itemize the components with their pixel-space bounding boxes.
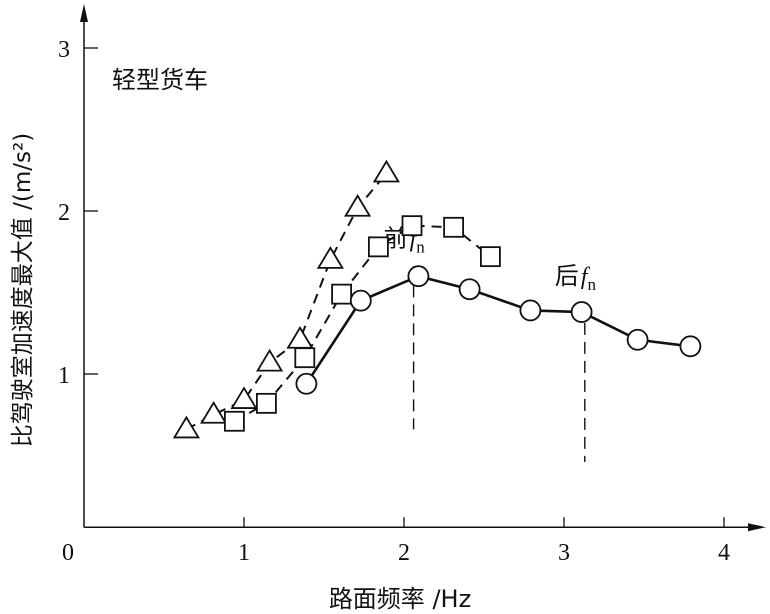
data-point-circle (349, 289, 372, 312)
x-axis-arrow (748, 523, 766, 532)
data-point-square (255, 392, 277, 414)
data-point-square (331, 283, 353, 305)
data-point-square (443, 216, 465, 238)
reference-label: 后fn (555, 262, 597, 294)
data-point-triangle (316, 246, 344, 269)
data-point-triangle (230, 386, 258, 409)
data-point-circle (295, 372, 318, 395)
data-point-square (367, 236, 389, 258)
x-tick-label: 4 (718, 540, 730, 566)
data-point-circle (519, 299, 542, 322)
y-tick-label: 2 (58, 200, 70, 226)
data-point-triangle (256, 348, 284, 372)
x-axis-label: 路面频率 /Hz (329, 585, 471, 613)
data-point-triangle (372, 159, 400, 183)
x-tick-label: 1 (238, 540, 250, 566)
x-tick-label: 2 (398, 540, 410, 566)
data-point-circle (679, 335, 702, 358)
data-point-triangle (200, 401, 228, 424)
vehicle-annotation: 轻型货车 (112, 66, 208, 94)
data-point-triangle (286, 326, 314, 349)
data-point-triangle (344, 193, 372, 217)
data-point-square (479, 246, 501, 268)
y-tick-label: 3 (58, 37, 70, 63)
data-point-circle (626, 328, 649, 351)
y-axis-arrow (80, 4, 88, 22)
data-point-triangle (172, 415, 200, 439)
x-tick-label: 3 (558, 540, 570, 566)
data-point-circle (407, 265, 430, 288)
data-point-circle (458, 278, 481, 301)
x-tick-label: 0 (62, 540, 74, 566)
data-point-square (401, 215, 423, 237)
y-tick-label: 1 (58, 363, 70, 389)
y-axis-label: 比驾驶室加速度最大值 /(m/s²) (10, 133, 36, 447)
data-point-square (223, 410, 245, 432)
data-point-circle (570, 301, 593, 323)
data-point-square (294, 347, 316, 369)
series-line-square (233, 224, 492, 423)
